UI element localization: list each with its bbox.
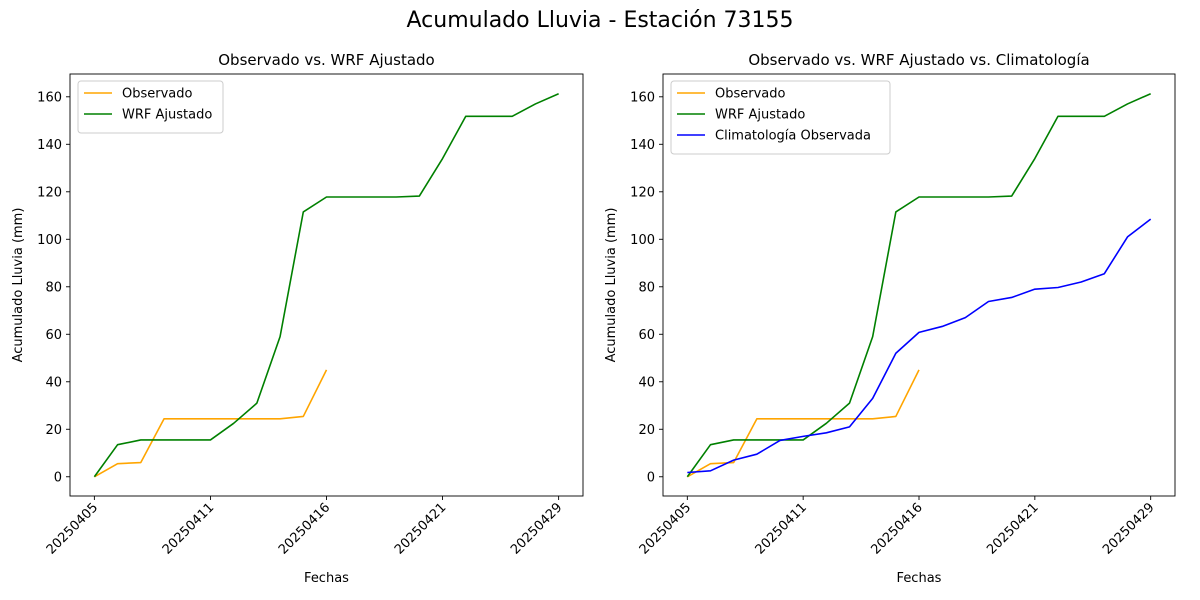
figure-title: Acumulado Lluvia - Estación 73155 [406, 8, 794, 33]
y-tick-label: 140 [630, 138, 655, 153]
legend-box [77, 80, 224, 134]
y-tick-label: 80 [638, 280, 655, 295]
y-tick-label: 120 [37, 185, 62, 200]
x-tick-label: 20250421 [984, 500, 1041, 557]
x-tick-label: 20250429 [1100, 500, 1157, 557]
chart-panel-1: 0 20 40 60 80 100 120 140 160 20250405 20250411 202… [11, 51, 584, 586]
x-axis-label: Fechas [897, 571, 942, 586]
x-tick-label: 20250416 [868, 500, 925, 557]
y-tick-label: 0 [647, 470, 655, 485]
y-tick-label: 160 [630, 90, 655, 105]
x-axis-label: Fechas [304, 571, 349, 586]
x-tick-label: 20250411 [160, 500, 217, 557]
y-tick-label: 160 [37, 90, 62, 105]
x-tick-label: 20250411 [753, 500, 810, 557]
x-tick-label: 20250405 [44, 500, 101, 557]
chart-title: Observado vs. WRF Ajustado [218, 51, 434, 69]
x-tick-label: 20250429 [508, 500, 565, 557]
y-tick-label: 100 [630, 233, 655, 248]
legend-label: Observado [715, 87, 786, 102]
y-tick-label: 100 [37, 233, 62, 248]
series-line-2 [93, 92, 559, 478]
y-tick-label: 60 [45, 328, 62, 343]
chart-panel-2: 0 20 40 60 80 100 120 140 160 20250405 20250411 202… [604, 51, 1176, 586]
y-tick-label: 40 [45, 375, 62, 390]
y-tick-label: 40 [638, 375, 655, 390]
x-tick-label: 20250405 [637, 500, 694, 557]
series-line-3 [687, 218, 1152, 474]
series-line-1 [93, 369, 328, 478]
legend-label: WRF Ajustado [122, 108, 212, 123]
x-tick-label: 20250416 [276, 500, 333, 557]
legend-label: Observado [122, 87, 193, 102]
y-axis-label: Acumulado Lluvia (mm) [11, 208, 26, 363]
series-line-1 [686, 369, 920, 478]
y-tick-label: 0 [54, 470, 62, 485]
plot-frame [69, 73, 584, 497]
x-tick-label: 20250421 [392, 500, 449, 557]
y-tick-label: 20 [45, 423, 62, 438]
y-tick-label: 120 [630, 185, 655, 200]
legend-box [670, 80, 891, 155]
series-line-2 [686, 92, 1151, 478]
chart-title: Observado vs. WRF Ajustado vs. Climatolo… [748, 51, 1089, 69]
y-tick-label: 60 [638, 328, 655, 343]
y-axis-label: Acumulado Lluvia (mm) [604, 208, 619, 363]
y-tick-label: 20 [638, 423, 655, 438]
legend-label: WRF Ajustado [715, 108, 805, 123]
y-tick-label: 80 [45, 280, 62, 295]
y-tick-label: 140 [37, 138, 62, 153]
legend-label: Climatología Observada [715, 129, 871, 144]
